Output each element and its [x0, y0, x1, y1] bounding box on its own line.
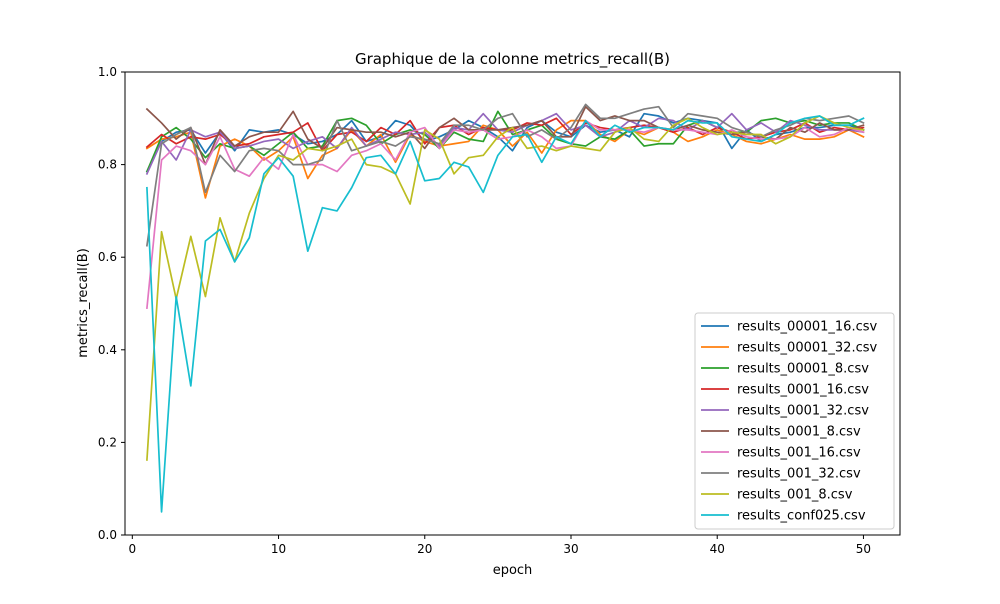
- series-line-8: [145, 103, 865, 247]
- y-tick-label: 0.6: [98, 250, 117, 264]
- legend: results_00001_16.csv results_00001_32.csv…: [694, 312, 895, 530]
- series-line-6: [145, 105, 865, 166]
- series-line-9: [146, 115, 865, 461]
- legend-label: results_0001_16.csv: [737, 383, 869, 398]
- legend-label: results_0001_32.csv: [737, 404, 869, 419]
- x-tick-label: 10: [271, 542, 286, 556]
- legend-label: results_00001_32.csv: [737, 341, 878, 356]
- series-line-10: [146, 115, 865, 513]
- legend-label: results_001_16.csv: [737, 446, 861, 461]
- x-tick-label: 50: [856, 542, 871, 556]
- chart-title: Graphique de la colonne metrics_recall(B…: [355, 50, 670, 69]
- legend-label: results_001_32.csv: [737, 467, 861, 482]
- series-lines: [145, 103, 865, 513]
- legend-label: results_00001_8.csv: [737, 362, 869, 377]
- y-tick-label: 1.0: [98, 65, 117, 79]
- x-tick-label: 20: [417, 542, 432, 556]
- legend-box: [694, 312, 895, 530]
- x-tick-label: 30: [563, 542, 578, 556]
- legend-label: results_001_8.csv: [737, 488, 853, 503]
- y-tick-label: 0.8: [98, 158, 117, 172]
- x-axis-label: epoch: [493, 563, 533, 578]
- y-axis-label: metrics_recall(B): [76, 248, 91, 358]
- legend-label: results_conf025.csv: [737, 509, 866, 524]
- series-line-7: [146, 119, 865, 310]
- y-tick-label: 0.2: [98, 435, 117, 449]
- x-tick-label: 40: [710, 542, 725, 556]
- legend-label: results_00001_16.csv: [737, 320, 878, 335]
- plot-area: 0 10 20 30 40 50 0.0 0.2 0.4 0.6 0.8 1.0 results_000…: [98, 65, 901, 556]
- axes-frame: [124, 71, 901, 536]
- y-tick-label: 0.0: [98, 528, 117, 542]
- y-tick-label: 0.4: [98, 343, 117, 357]
- series-line-5: [145, 112, 865, 175]
- legend-label: results_0001_8.csv: [737, 425, 861, 440]
- x-tick-label: 0: [128, 542, 136, 556]
